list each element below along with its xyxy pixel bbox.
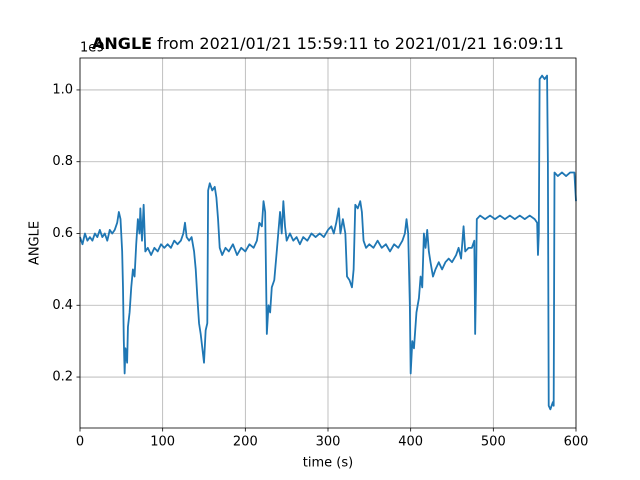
y-tick-label: 1.0 xyxy=(52,82,73,97)
y-tick-label: 0.8 xyxy=(52,154,73,169)
x-tick-label: 0 xyxy=(76,435,84,450)
x-tick-label: 600 xyxy=(564,435,589,450)
data-line xyxy=(79,74,577,411)
y-tick-label: 0.4 xyxy=(52,298,73,313)
y-tick-label: 0.2 xyxy=(52,370,73,385)
x-axis-label: time (s) xyxy=(303,456,353,471)
y-tick-label: 0.6 xyxy=(52,226,73,241)
x-tick-label: 200 xyxy=(233,435,258,450)
y-offset-label: 1e9 xyxy=(80,41,105,56)
y-axis-label: ANGLE xyxy=(28,221,43,265)
title-rest: from 2021/01/21 15:59:11 to 2021/01/21 1… xyxy=(157,34,564,53)
chart-title: ANGLE from 2021/01/21 15:59:11 to 2021/01… xyxy=(92,34,564,53)
x-tick-label: 300 xyxy=(316,435,341,450)
axes-frame xyxy=(79,57,577,429)
x-tick-label: 500 xyxy=(481,435,506,450)
title-bold: ANGLE xyxy=(92,34,152,53)
x-tick-label: 100 xyxy=(150,435,175,450)
x-tick-label: 400 xyxy=(398,435,423,450)
